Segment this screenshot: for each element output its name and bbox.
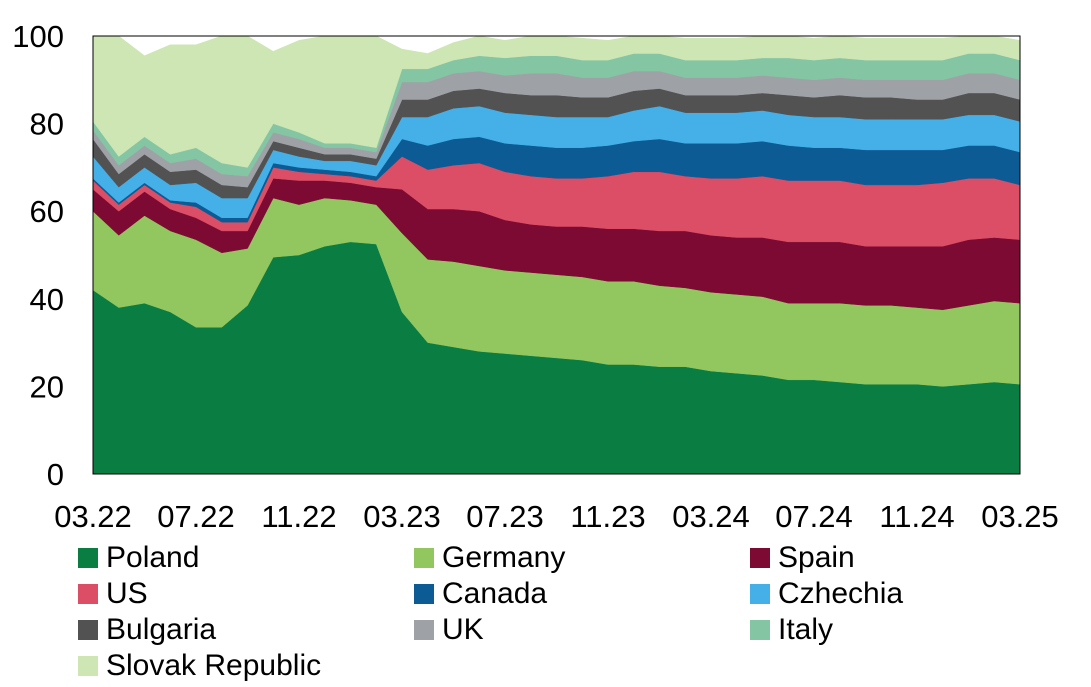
legend-label: Bulgaria: [106, 613, 217, 646]
legend-item: Spain: [750, 540, 855, 576]
plot-frame: [92, 35, 1021, 475]
x-tick-label: 11.23: [570, 499, 645, 534]
legend-label: Spain: [778, 541, 855, 574]
x-tick-label: 11.22: [261, 499, 336, 534]
legend-item: Canada: [414, 576, 547, 612]
y-tick-label: 40: [30, 282, 64, 317]
legend-swatch: [78, 656, 98, 676]
x-axis-tick-labels: 03.22 07.22 11.22 03.23 07.23 11.23 03.24 07.24…: [54, 499, 1059, 534]
x-tick-label: 03.25: [981, 499, 1059, 534]
legend-swatch: [78, 584, 98, 604]
legend-swatch: [414, 620, 434, 640]
x-tick-label: 03.23: [363, 499, 441, 534]
legend-swatch: [414, 584, 434, 604]
legend-swatch: [78, 620, 98, 640]
legend-label: Czhechia: [778, 577, 904, 610]
legend-swatch: [750, 584, 770, 604]
legend-item: Germany: [414, 540, 565, 576]
legend-swatch: [750, 620, 770, 640]
legend-swatch: [750, 548, 770, 568]
legend-item: Czhechia: [750, 576, 903, 612]
y-tick-label: 60: [30, 194, 64, 229]
y-tick-label: 80: [30, 107, 64, 142]
y-tick-label: 20: [30, 369, 64, 404]
y-tick-label: 100: [12, 19, 64, 54]
x-tick-label: 11.24: [879, 499, 954, 534]
legend-label: Slovak Republic: [106, 649, 322, 682]
legend-label: UK: [442, 613, 484, 646]
legend-label: Poland: [106, 541, 200, 574]
y-tick-label: 0: [47, 457, 64, 492]
x-tick-label: 03.24: [672, 499, 750, 534]
legend-label: Canada: [442, 577, 548, 610]
legend-label: Germany: [442, 541, 566, 574]
legend-label: US: [106, 577, 148, 610]
legend-swatch: [414, 548, 434, 568]
legend-item: Italy: [750, 612, 833, 648]
legend-item: US: [78, 576, 148, 612]
x-tick-label: 03.22: [54, 499, 132, 534]
legend-item: UK: [414, 612, 484, 648]
y-axis-tick-labels: 0 20 40 60 80 100: [12, 19, 64, 492]
axes: [92, 35, 1021, 475]
legend-item: Slovak Republic: [78, 648, 321, 684]
legend-label: Italy: [778, 613, 834, 646]
legend-item: Bulgaria: [78, 612, 216, 648]
series-areas: [92, 35, 1021, 475]
legend-swatch: [78, 548, 98, 568]
legend-item: Poland: [78, 540, 199, 576]
x-tick-label: 07.22: [157, 499, 235, 534]
x-tick-label: 07.23: [466, 499, 544, 534]
x-tick-label: 07.24: [775, 499, 853, 534]
